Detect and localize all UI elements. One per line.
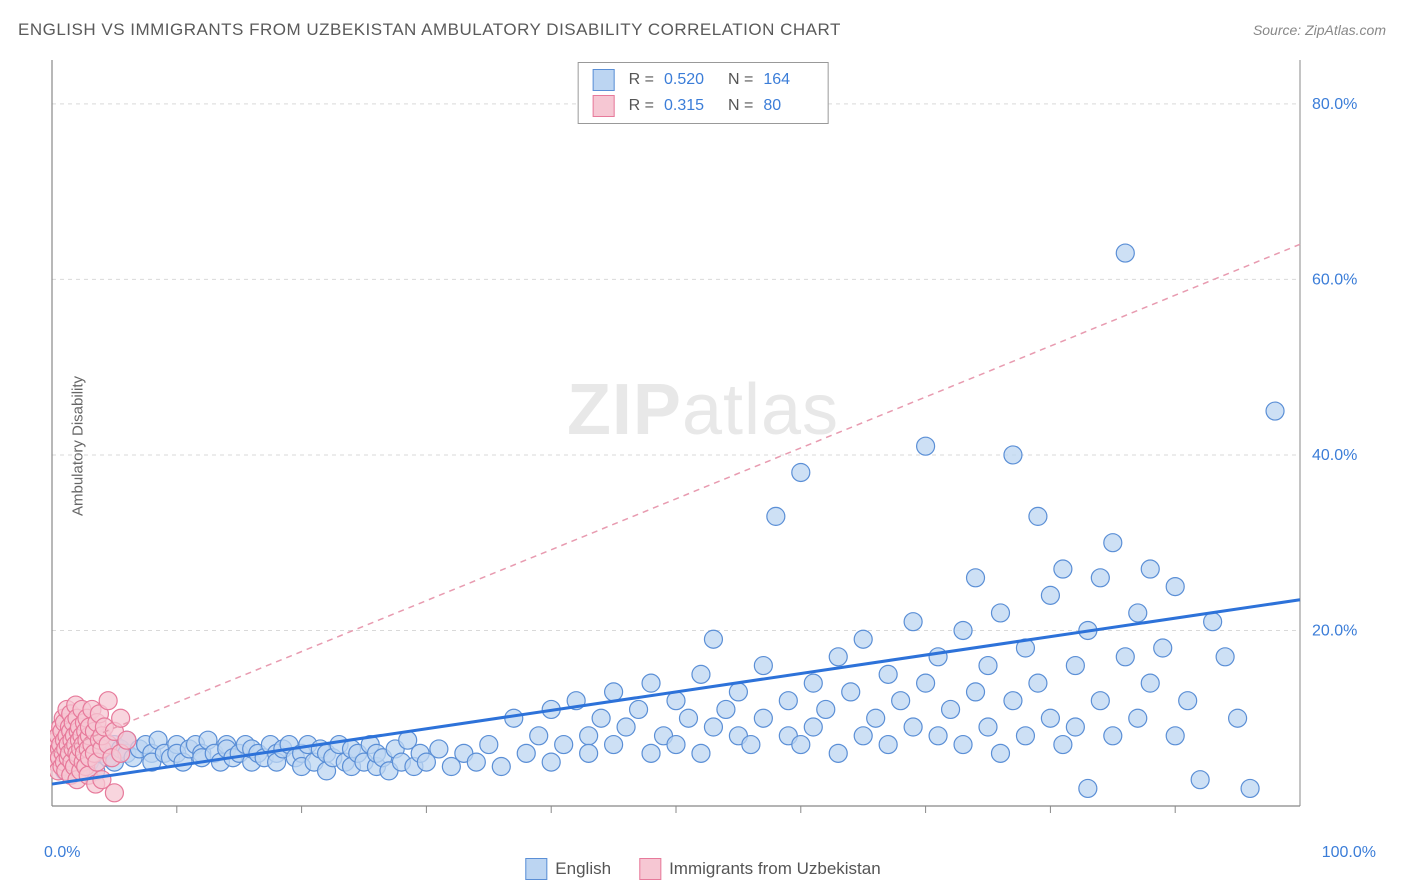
- x-axis-max-label: 100.0%: [1322, 844, 1376, 862]
- series-legend: English Immigrants from Uzbekistan: [525, 858, 880, 880]
- legend-swatch: [593, 69, 615, 91]
- legend-swatch: [525, 858, 547, 880]
- scatter-plot: 20.0% 40.0% 60.0% 80.0%: [50, 58, 1370, 828]
- series-English: [55, 244, 1284, 797]
- n-value: 80: [763, 97, 813, 115]
- svg-text:60.0%: 60.0%: [1312, 271, 1357, 288]
- legend-stat-row: R = 0.520 N = 164: [579, 67, 828, 93]
- n-value: 164: [763, 71, 813, 89]
- source-attribution: Source: ZipAtlas.com: [1253, 22, 1386, 38]
- svg-text:20.0%: 20.0%: [1312, 622, 1357, 639]
- legend-item: English: [525, 858, 611, 880]
- n-label: N =: [728, 71, 753, 89]
- legend-label: English: [555, 859, 611, 879]
- legend-swatch: [593, 95, 615, 117]
- legend-label: Immigrants from Uzbekistan: [669, 859, 881, 879]
- r-value: 0.315: [664, 97, 714, 115]
- legend-stat-row: R = 0.315 N = 80: [579, 93, 828, 119]
- svg-text:40.0%: 40.0%: [1312, 447, 1357, 464]
- r-value: 0.520: [664, 71, 714, 89]
- r-label: R =: [629, 97, 654, 115]
- legend-item: Immigrants from Uzbekistan: [639, 858, 881, 880]
- n-label: N =: [728, 97, 753, 115]
- legend-swatch: [639, 858, 661, 880]
- chart-title: ENGLISH VS IMMIGRANTS FROM UZBEKISTAN AM…: [18, 20, 841, 40]
- correlation-legend: R = 0.520 N = 164 R = 0.315 N = 80: [578, 62, 829, 124]
- series-Immigrants from Uzbekistan: [50, 692, 136, 802]
- svg-text:80.0%: 80.0%: [1312, 96, 1357, 113]
- plot-svg: 20.0% 40.0% 60.0% 80.0%: [50, 58, 1370, 828]
- x-axis-min-label: 0.0%: [44, 844, 80, 862]
- r-label: R =: [629, 71, 654, 89]
